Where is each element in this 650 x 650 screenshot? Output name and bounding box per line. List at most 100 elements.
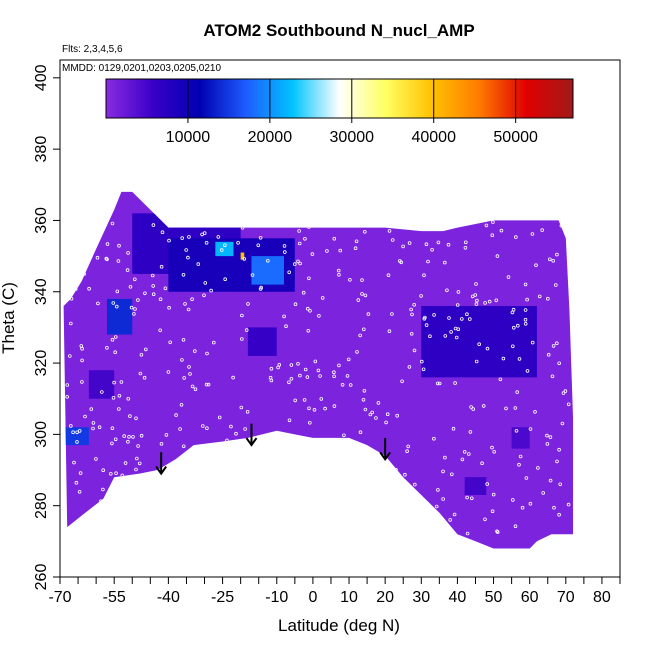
observation-point <box>139 433 144 438</box>
observation-point <box>181 337 186 342</box>
observation-point <box>384 420 388 425</box>
x-tick-label: 0 <box>308 589 317 606</box>
observation-point <box>186 307 191 312</box>
observation-point <box>332 404 337 408</box>
observation-point <box>269 504 274 509</box>
observation-point <box>203 222 208 226</box>
observation-point <box>205 426 209 431</box>
observation-point <box>459 317 464 321</box>
observation-point <box>118 519 123 523</box>
observation-point <box>287 270 292 275</box>
observation-point <box>132 312 136 316</box>
observation-point <box>557 447 561 452</box>
observation-point <box>302 398 307 402</box>
observation-point <box>396 537 401 541</box>
observation-point <box>313 359 318 364</box>
observation-point <box>525 369 530 373</box>
observation-point <box>258 287 263 291</box>
observation-point <box>523 282 528 287</box>
observation-point <box>455 303 460 307</box>
heat-cell-north-plume <box>421 306 537 378</box>
observation-point <box>474 302 479 306</box>
observation-point <box>80 380 84 384</box>
observation-point <box>465 531 470 536</box>
observation-point <box>432 313 436 317</box>
observation-point <box>380 459 385 464</box>
observation-point <box>485 346 490 351</box>
observation-point <box>110 337 115 342</box>
observation-point <box>424 323 429 327</box>
observation-point <box>282 517 287 522</box>
observation-point <box>407 241 412 245</box>
observation-point <box>566 502 571 507</box>
observation-point <box>188 372 192 376</box>
observation-point <box>345 374 350 378</box>
observation-point <box>383 463 388 468</box>
observation-point <box>164 433 169 437</box>
observation-point <box>250 273 255 277</box>
heat-cell-blob-left-low <box>63 427 89 446</box>
observation-point <box>555 459 559 464</box>
observation-point <box>119 488 124 493</box>
observation-point <box>419 359 424 364</box>
observation-point <box>270 467 274 472</box>
observation-point <box>299 489 304 493</box>
observation-point <box>293 302 298 307</box>
observation-point <box>128 284 133 289</box>
observation-point <box>436 488 440 492</box>
x-tick-label: 60 <box>521 589 539 606</box>
observation-point <box>506 275 511 279</box>
observation-point <box>205 351 209 356</box>
y-tick-label: 400 <box>33 64 50 91</box>
observation-point <box>467 317 472 321</box>
observation-point <box>530 232 535 236</box>
observation-point <box>370 410 375 415</box>
observation-point <box>110 441 114 446</box>
observation-point <box>111 301 116 305</box>
observation-point <box>537 294 542 299</box>
observation-point <box>533 409 537 414</box>
observation-point <box>181 272 186 277</box>
observation-point <box>363 407 368 412</box>
colorbar: 10000 20000 30000 40000 50000 <box>105 78 574 146</box>
observation-point <box>441 497 445 501</box>
heat-cell-patch-a <box>88 370 115 399</box>
observation-point <box>105 345 109 350</box>
observation-point <box>342 433 346 438</box>
observation-point <box>356 298 361 302</box>
chart-title: ATOM2 Southbound N_nucl_AMP <box>203 21 474 40</box>
observation-point <box>180 358 184 362</box>
observation-point <box>159 264 164 269</box>
y-tick-label: 360 <box>33 207 50 234</box>
observation-point <box>160 230 165 235</box>
observation-point <box>554 341 559 346</box>
observation-point <box>349 444 354 449</box>
observation-point <box>114 471 118 476</box>
observation-point <box>523 308 528 312</box>
observation-point <box>183 302 187 306</box>
marker-arrow <box>379 437 391 462</box>
observation-point <box>303 445 307 450</box>
observation-point <box>288 515 292 519</box>
observation-point <box>182 376 187 380</box>
x-tick-label: 30 <box>412 589 430 606</box>
observation-point <box>362 388 367 393</box>
observation-point <box>117 243 121 248</box>
observation-point <box>115 304 119 309</box>
observation-point <box>358 333 363 338</box>
observation-point <box>351 480 356 485</box>
heat-cell-patch-c <box>511 427 530 449</box>
observation-point <box>517 357 522 361</box>
observation-point <box>337 363 341 368</box>
observation-point <box>289 363 294 367</box>
observation-point <box>199 463 203 468</box>
observation-point <box>174 413 178 417</box>
observation-point <box>513 406 518 410</box>
observation-point <box>545 433 549 438</box>
observation-point <box>401 538 406 543</box>
observation-point <box>469 496 474 501</box>
observation-point <box>244 328 249 332</box>
observation-point <box>151 223 156 227</box>
observation-point <box>386 273 391 278</box>
